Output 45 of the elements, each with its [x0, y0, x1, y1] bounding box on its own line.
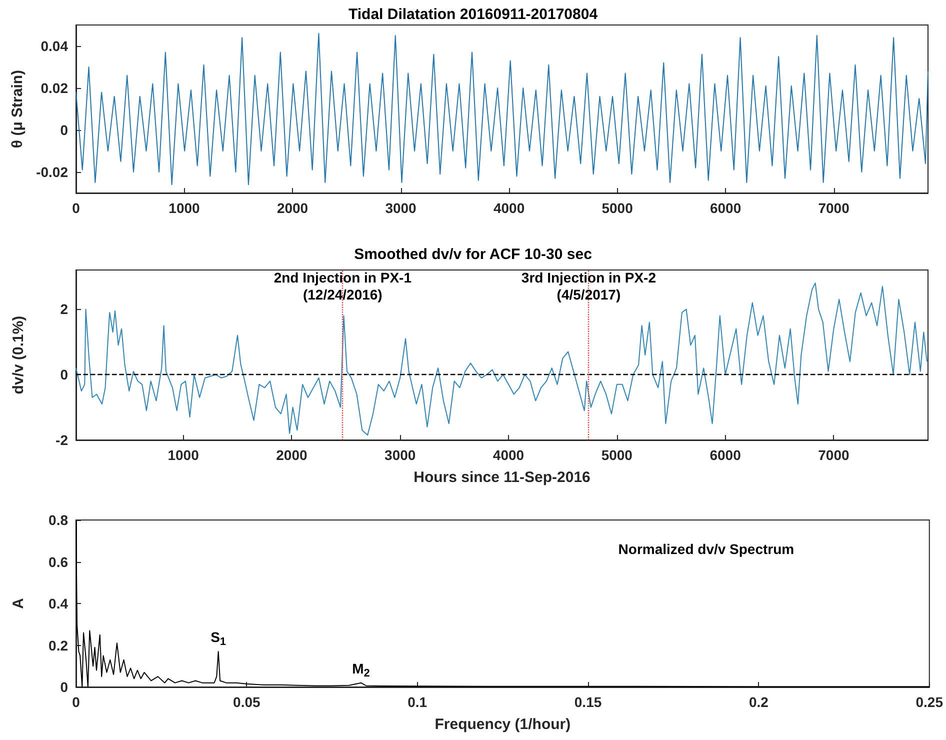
x-tick-label: 0.05	[233, 694, 261, 710]
y-tick-label: 0.4	[48, 596, 68, 612]
y-tick-label: 0.04	[40, 38, 68, 54]
y-axis-title: A	[10, 598, 27, 609]
y-tick-label: -2	[56, 432, 68, 448]
x-tick-label: 5000	[602, 200, 634, 216]
x-tick-label: 0	[72, 694, 80, 710]
y-tick-label: 0.02	[40, 80, 68, 96]
y-axis-title: θ (μ Strain)	[9, 70, 26, 148]
y-tick-label: 2	[60, 301, 68, 318]
y-tick-label: 0.6	[48, 554, 68, 570]
chart-title: Smoothed dv/v for ACF 10-30 sec	[354, 246, 592, 263]
x-tick-label: 6000	[710, 447, 742, 463]
x-tick-label: 0	[72, 200, 80, 216]
x-tick-label: 2000	[276, 200, 308, 216]
line-series	[76, 520, 930, 688]
y-tick-label: -0.02	[36, 164, 68, 180]
annotation: Normalized dv/v Spectrum	[618, 541, 794, 557]
y-tick-label: 0	[60, 122, 68, 138]
x-tick-label: 4000	[492, 447, 524, 463]
y-tick-label: 0.8	[48, 512, 68, 528]
chart-title: Tidal Dilatation 20160911-20170804	[348, 6, 598, 23]
x-tick-label: 0.2	[748, 694, 769, 710]
y-tick-label: 0.2	[48, 637, 68, 654]
x-tick-label: 7000	[818, 200, 850, 216]
x-tick-label: 5000	[601, 447, 633, 463]
x-tick-label: 4000	[493, 200, 525, 216]
x-axis-title: Frequency (1/hour)	[434, 716, 571, 733]
y-tick-label: 0	[60, 679, 68, 695]
x-tick-label: 3000	[384, 447, 416, 463]
x-tick-label: 7000	[818, 447, 850, 463]
x-tick-label: 0.1	[408, 694, 428, 710]
x-tick-label: 2000	[276, 447, 308, 463]
annotation: 3rd Injection in PX-2 (4/5/2017)	[521, 270, 656, 303]
x-tick-label: 1000	[168, 200, 200, 216]
x-tick-label: 0.25	[916, 694, 944, 710]
x-axis-title: Hours since 11-Sep-2016	[414, 469, 590, 486]
x-tick-label: 1000	[168, 447, 200, 463]
line-series	[76, 32, 928, 186]
y-tick-label: 0	[60, 366, 68, 383]
annotation: 2nd Injection in PX-1 (12/24/2016)	[274, 270, 412, 303]
x-tick-label: 0.15	[574, 694, 602, 710]
y-axis-title: dv/v (0.1%)	[10, 316, 27, 394]
x-tick-label: 3000	[385, 200, 417, 216]
x-tick-label: 6000	[710, 200, 742, 216]
